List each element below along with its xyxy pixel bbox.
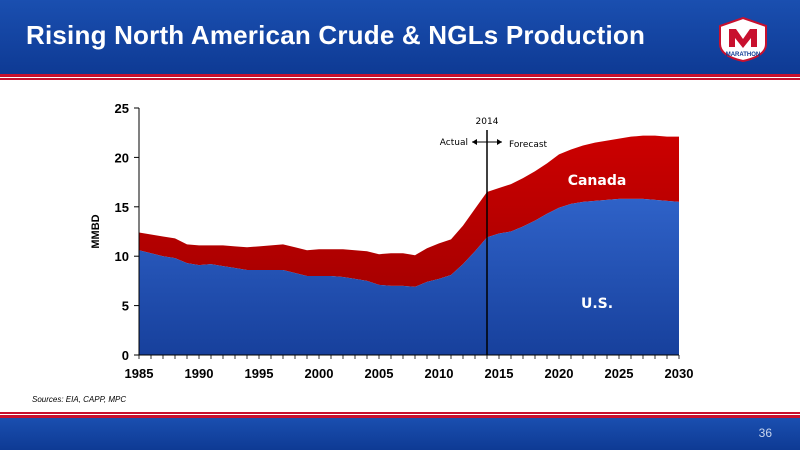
canada-series-label: Canada <box>568 173 627 189</box>
arrow-left-icon <box>472 139 477 145</box>
x-tick-label: 1990 <box>185 366 214 381</box>
chart-areas <box>139 136 679 355</box>
x-tick-label: 2005 <box>365 366 394 381</box>
arrow-right-icon <box>497 139 502 145</box>
x-tick-label: 1985 <box>125 366 154 381</box>
y-tick-label: 10 <box>115 249 129 264</box>
x-tick-label: 2025 <box>605 366 634 381</box>
y-tick-label: 25 <box>115 101 129 116</box>
x-tick-label: 2000 <box>305 366 334 381</box>
x-tick-label: 2030 <box>665 366 694 381</box>
x-tick-label: 2010 <box>425 366 454 381</box>
footer-bar <box>0 418 800 450</box>
y-axis-label: MMBD <box>90 214 102 248</box>
x-tick-label: 2020 <box>545 366 574 381</box>
y-tick-label: 5 <box>122 299 129 314</box>
page-number: 36 <box>759 426 772 440</box>
y-tick-label: 15 <box>115 200 129 215</box>
divider-year-label: 2014 <box>476 117 499 127</box>
sources-note: Sources: EIA, CAPP, MPC <box>32 395 126 404</box>
forecast-label: Forecast <box>509 140 548 150</box>
actual-label: Actual <box>440 138 468 148</box>
x-tick-label: 2015 <box>485 366 514 381</box>
us-series-label: U.S. <box>581 296 613 312</box>
footer-divider <box>0 410 800 418</box>
y-tick-label: 0 <box>122 348 129 363</box>
x-tick-label: 1995 <box>245 366 274 381</box>
y-tick-label: 20 <box>115 150 129 165</box>
